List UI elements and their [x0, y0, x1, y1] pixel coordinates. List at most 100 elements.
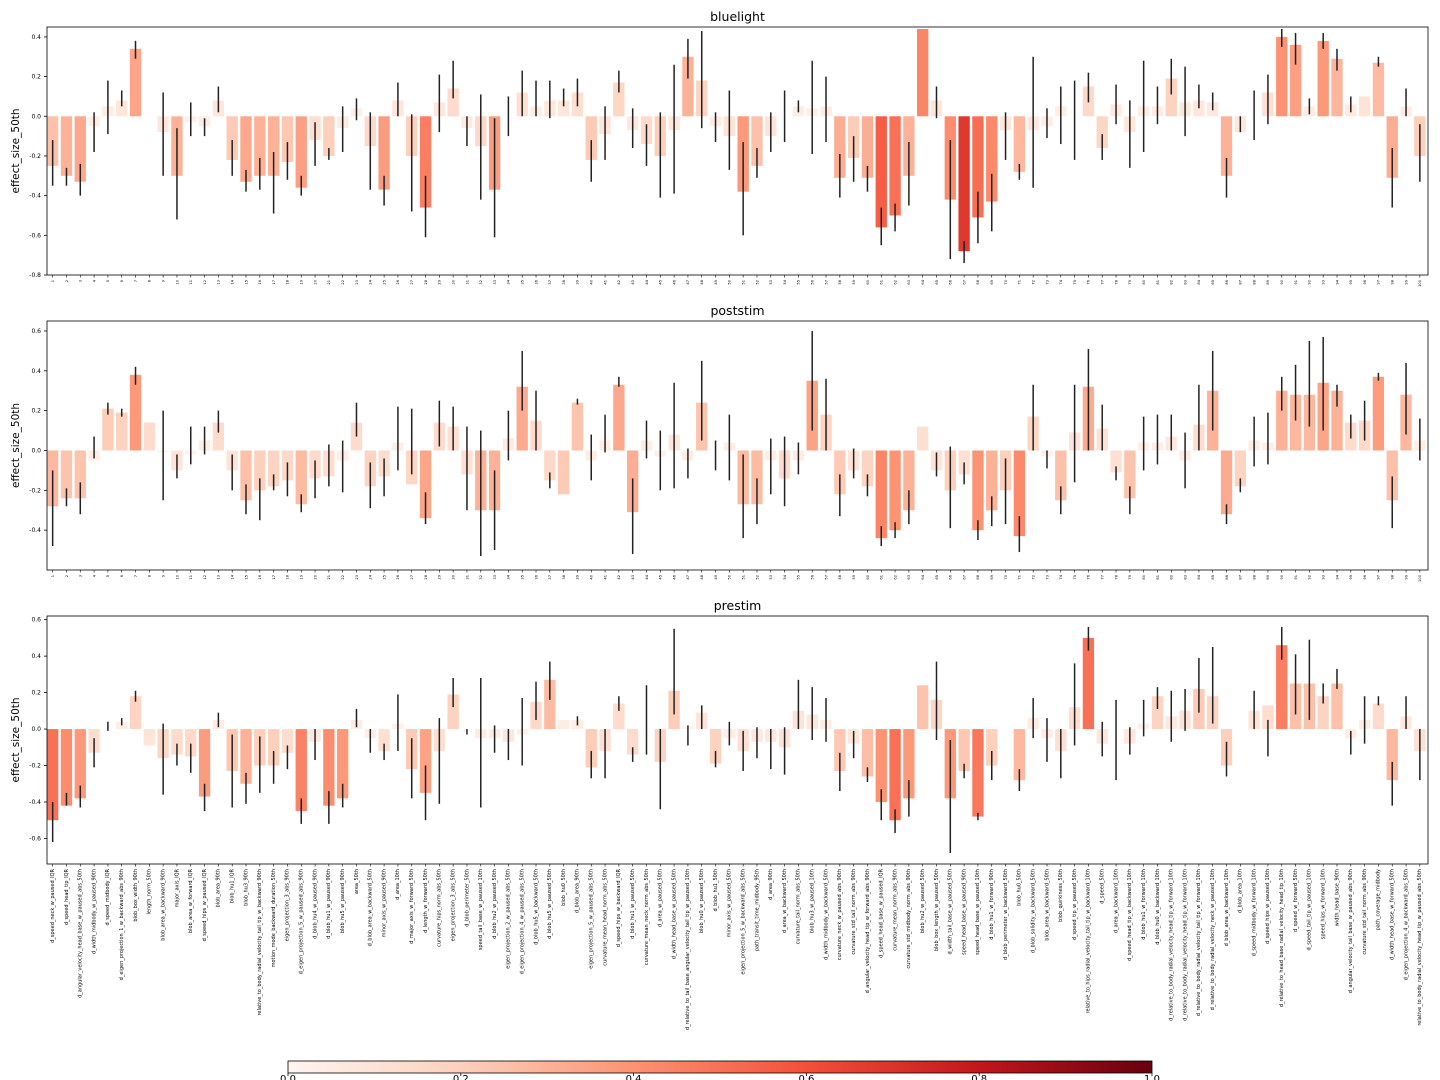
x-tick-label: d_blob_area_10th — [1238, 869, 1244, 913]
bar — [958, 729, 970, 771]
x-tick-label: eigen_projection_5_w_backward_abs_50th — [740, 869, 746, 975]
bar — [240, 450, 252, 501]
x-tick-label: eigen_projection_2_w_paused_abs_50th — [506, 869, 512, 969]
x-tick-label: d_blob_hu5_w_paused_50th — [547, 869, 553, 939]
bar — [972, 450, 984, 531]
x-tick-label: d_width_head_base_w_paused_50th — [671, 869, 677, 959]
x-tick-label: 51 — [741, 575, 745, 580]
colorbar-tick-label: 0.8 — [971, 1074, 987, 1080]
bar — [889, 116, 901, 216]
bar — [1013, 450, 1026, 537]
x-tick-label: 84 — [1197, 279, 1201, 284]
bar — [267, 729, 280, 766]
x-tick-label: 33 — [493, 575, 497, 580]
x-tick-label: 31 — [465, 280, 469, 285]
x-tick-label: 33 — [493, 280, 497, 285]
x-tick-label: 11 — [189, 280, 193, 285]
x-tick-label: 83 — [1183, 280, 1187, 285]
x-tick-label: blob_hu3_90th — [243, 869, 249, 906]
x-tick-label: eigen_projection_3_abs_90th — [285, 869, 291, 941]
x-tick-label: blob_box_length_w_paused_50th — [934, 869, 940, 951]
bar — [1372, 62, 1385, 117]
x-tick-label: 13 — [217, 280, 221, 285]
x-tick-label: 26 — [396, 574, 400, 579]
bar — [613, 703, 625, 730]
y-tick-label: -0.4 — [29, 527, 41, 534]
bar — [889, 450, 901, 531]
bar — [861, 729, 874, 777]
x-tick-label: 82 — [1170, 575, 1174, 580]
bar — [834, 729, 846, 771]
x-tick-label: curvature_std_tail_norm_abs_90th — [1362, 869, 1368, 955]
x-tick-label: speed_hips_w_forward_10th — [1320, 869, 1326, 939]
x-tick-label: 64 — [921, 574, 925, 579]
x-tick-label: d_blob_area_90th — [575, 869, 581, 913]
x-tick-label: 53 — [769, 280, 773, 285]
bar — [709, 729, 722, 764]
axes-frame — [46, 615, 1429, 865]
x-tick-label: 94 — [1335, 574, 1339, 579]
x-tick-label: 41 — [603, 280, 607, 285]
x-tick-label: 39 — [576, 574, 580, 579]
bar — [557, 719, 570, 730]
x-tick-label: 37 — [548, 280, 552, 285]
bar — [1055, 450, 1067, 501]
bar — [1276, 645, 1288, 730]
x-tick-label: 61 — [880, 575, 884, 580]
x-tick-label: 60 — [866, 279, 870, 284]
x-tick-label: 42 — [617, 280, 621, 285]
bar — [1234, 450, 1246, 487]
colorbar-tick-label: 0.2 — [453, 1074, 469, 1080]
x-tick-label: 44 — [645, 574, 649, 579]
x-tick-label: 1 — [51, 575, 55, 577]
y-tick-label: 0.0 — [31, 726, 41, 733]
x-tick-label: blob_hu2_w_paused_50th — [920, 869, 926, 933]
x-tick-label: 40 — [590, 279, 594, 284]
colorbar-gradient — [287, 1060, 1153, 1074]
x-tick-label: d_area_w_paused_50th — [658, 869, 664, 927]
y-tick-label: 0.6 — [31, 617, 41, 624]
x-tick-label: d_blob_perimeter_50th — [464, 869, 470, 927]
bar — [889, 729, 901, 821]
x-tick-label: 15 — [244, 280, 248, 285]
x-tick-label: blob_area_w_backward_50th — [1044, 869, 1050, 941]
x-tick-label: 20 — [313, 279, 317, 284]
x-tick-label: 14 — [230, 574, 234, 579]
x-tick-label: 38 — [562, 279, 566, 284]
y-tick-label: -0.6 — [29, 835, 41, 842]
x-tick-label: 72 — [1031, 280, 1035, 285]
x-tick-label: d_speed_head_tip_IQR — [64, 868, 70, 925]
bar — [129, 374, 142, 451]
x-tick-label: curvature_mean_norm_abs_90th — [892, 869, 898, 951]
bar — [1317, 696, 1329, 730]
x-tick-label: 96 — [1363, 279, 1367, 284]
chart-title: prestim — [714, 598, 762, 613]
bar — [903, 450, 915, 511]
x-tick-label: d_speed_tip_w_paused_50th — [1072, 869, 1078, 940]
x-tick-label: 54 — [783, 279, 787, 284]
x-tick-label: blob_area_w_forward_IQR — [188, 868, 194, 933]
x-tick-label: 4 — [92, 574, 96, 577]
x-tick-label: 63 — [907, 280, 911, 285]
bar — [1013, 116, 1026, 172]
x-tick-label: 29 — [438, 279, 442, 284]
colorbar-tick-label: 0.6 — [798, 1074, 814, 1080]
x-tick-label: 6 — [120, 574, 124, 577]
x-tick-label: 52 — [755, 575, 759, 580]
x-tick-label: 24 — [369, 279, 373, 284]
x-tick-label: 2 — [65, 575, 69, 577]
bar — [74, 450, 86, 499]
bar — [323, 116, 335, 156]
y-tick-label: 0.0 — [31, 113, 41, 120]
bar — [834, 116, 846, 178]
y-axis-label: effect_size_50th — [10, 108, 22, 193]
x-tick-label: 9 — [161, 574, 165, 577]
x-tick-label: 74 — [1059, 279, 1063, 284]
x-tick-label: relative_to_body_radial_velocity_head_ti… — [1417, 869, 1423, 1026]
bar — [419, 450, 432, 519]
x-tick-label: major_axis_IQR — [174, 868, 180, 907]
bar — [557, 450, 570, 495]
bar — [47, 729, 59, 821]
x-tick-label: 20 — [313, 574, 317, 579]
x-tick-label: 18 — [286, 279, 290, 284]
